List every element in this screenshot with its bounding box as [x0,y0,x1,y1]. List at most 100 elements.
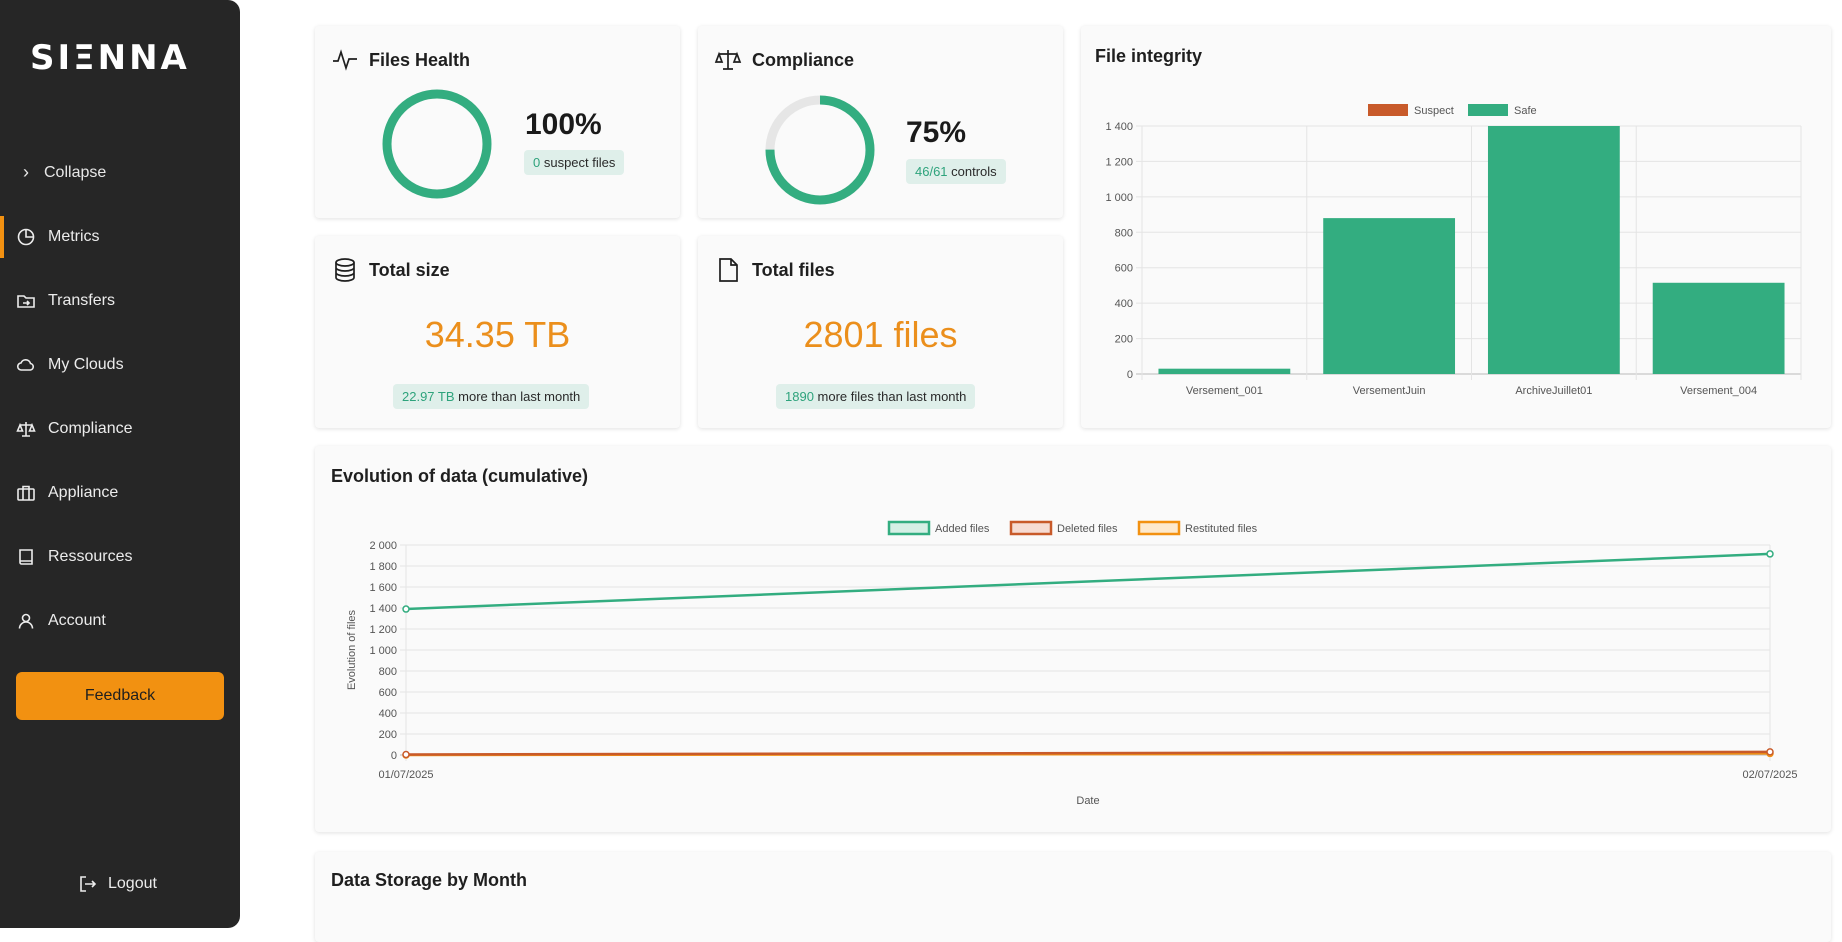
compliance-ring [765,95,875,205]
sidebar-item-label: Ressources [48,548,133,565]
chevron-right-icon: › [23,162,29,182]
total-size-card: Total size 34.35 TB 22.97 TB more than l… [315,236,680,428]
sidebar-item-compliance[interactable]: Compliance [0,408,240,450]
legend-suspect-label: Suspect [1414,105,1454,117]
sidebar-item-transfers[interactable]: Transfers [0,280,240,322]
suspect-files-label: suspect files [540,155,616,170]
evolution-title: Evolution of data (cumulative) [331,466,589,486]
logout-button[interactable]: Logout [78,874,157,894]
logout-icon [80,876,97,892]
legend-swatch [887,520,931,536]
evolution-chart: 0 200 400 600 800 1 000 1 200 1 400 1 600 1 800 2 … [346,520,1798,807]
sidebar-item-label: Transfers [48,292,115,309]
series-point [1766,748,1774,756]
file-integrity-card: File integrity 0 200 400 600 800 1 000 1 200 1 … [1081,26,1831,428]
y-tick-label: 2 000 [369,540,397,552]
y-tick-label: 1 400 [369,603,397,615]
storage-card: Data Storage by Month [315,852,1831,942]
controls-label: controls [947,164,997,179]
y-tick-label: 400 [379,708,397,720]
file-integrity-title: File integrity [1095,46,1203,66]
total-size-title-text: Total size [369,259,450,280]
logout-label: Logout [108,875,157,892]
sienna-logo[interactable]: SIΞNNA [30,38,190,78]
compliance-title-text: Compliance [752,49,855,70]
size-delta-value: 22.97 TB [402,389,455,404]
y-tick-label: 600 [1115,263,1133,275]
file-icon [719,258,738,282]
storage-title: Data Storage by Month [331,870,528,890]
total-files-title: Total files [714,256,835,284]
files-health-title-text: Files Health [369,49,471,70]
sidebar-item-label: Appliance [48,484,119,501]
series-line [405,750,1771,756]
y-tick-label: 0 [391,750,397,762]
y-tick-label: 800 [1115,227,1133,239]
sidebar-item-label: Account [48,612,106,629]
scale-icon [714,50,742,70]
bar-safe [1487,126,1620,374]
collapse-button[interactable]: › Collapse [18,162,106,183]
y-tick-label: 800 [379,666,397,678]
controls-count: 46/61 [915,164,948,179]
total-files-card: Total files 2801 files 1890 more files t… [698,236,1063,428]
legend-safe-swatch [1468,104,1508,116]
series-point [1766,550,1774,558]
total-files-value: 2801 files [803,314,958,355]
legend-suspect-swatch [1368,104,1408,116]
book-icon [19,549,33,565]
total-size-title: Total size [331,256,450,284]
files-delta-value: 1890 [785,389,814,404]
files-health-title: Files Health [331,46,470,74]
size-delta-label: more than last month [454,389,581,404]
x-tick-label: ArchiveJuillet01 [1515,385,1592,397]
file-integrity-chart: 0 200 400 600 800 1 000 1 200 1 400 Versement_00… [1105,104,1802,397]
y-tick-label: 600 [379,687,397,699]
size-delta-badge: 22.97 TB more than last month [393,384,590,409]
suspect-files-count: 0 [533,155,541,170]
collapse-label: Collapse [44,163,107,181]
y-tick-label: 1 000 [1105,192,1133,204]
y-tick-label: 1 000 [369,645,397,657]
compliance-percent: 75% [906,116,967,149]
compliance-ring-fill [765,95,875,205]
feedback-button[interactable]: Feedback [16,672,224,720]
y-axis-title: Evolution of files [346,609,358,690]
y-tick-label: 400 [1115,298,1133,310]
sidebar-item-appliance[interactable]: Appliance [0,472,240,514]
y-tick-label: 1 600 [369,582,397,594]
sidebar: SIΞNNA › Collapse Metrics Transfers My C… [0,0,240,928]
cloud-icon [16,359,34,371]
legend-swatch [1009,520,1053,536]
sidebar-item-metrics[interactable]: Metrics [0,216,240,258]
sidebar-item-account[interactable]: Account [0,600,240,642]
legend-safe-label: Safe [1514,105,1537,117]
bar-safe [1652,282,1785,374]
pie-chart-icon [17,228,35,246]
x-tick-label: Versement_001 [1186,385,1263,397]
scale-icon [16,422,36,437]
legend-label: Added files [935,523,990,535]
files-health-ring [382,89,492,199]
total-size-value: 34.35 TB [424,314,571,355]
folder-transfer-icon [17,295,35,308]
x-tick-label: 02/07/2025 [1742,769,1797,781]
files-delta-label: more files than last month [813,389,967,404]
sidebar-item-my-clouds[interactable]: My Clouds [0,344,240,386]
sidebar-item-label: Compliance [48,420,133,437]
legend-label: Deleted files [1057,523,1118,535]
legend-label: Restituted files [1185,523,1258,535]
x-tick-label: 01/07/2025 [378,769,433,781]
bar-safe [1323,218,1456,374]
legend-swatch [1137,520,1181,536]
sidebar-item-ressources[interactable]: Ressources [0,536,240,578]
files-health-card: Files Health 100% 0 suspect files [315,26,680,218]
compliance-card: Compliance 75% 46/61 controls [698,26,1063,218]
database-icon [335,258,355,282]
briefcase-icon [17,485,35,501]
y-tick-label: 200 [379,729,397,741]
sidebar-item-label: Metrics [48,228,100,245]
user-icon [18,613,34,629]
controls-badge: 46/61 controls [906,159,1006,184]
x-tick-label: VersementJuin [1353,385,1426,397]
